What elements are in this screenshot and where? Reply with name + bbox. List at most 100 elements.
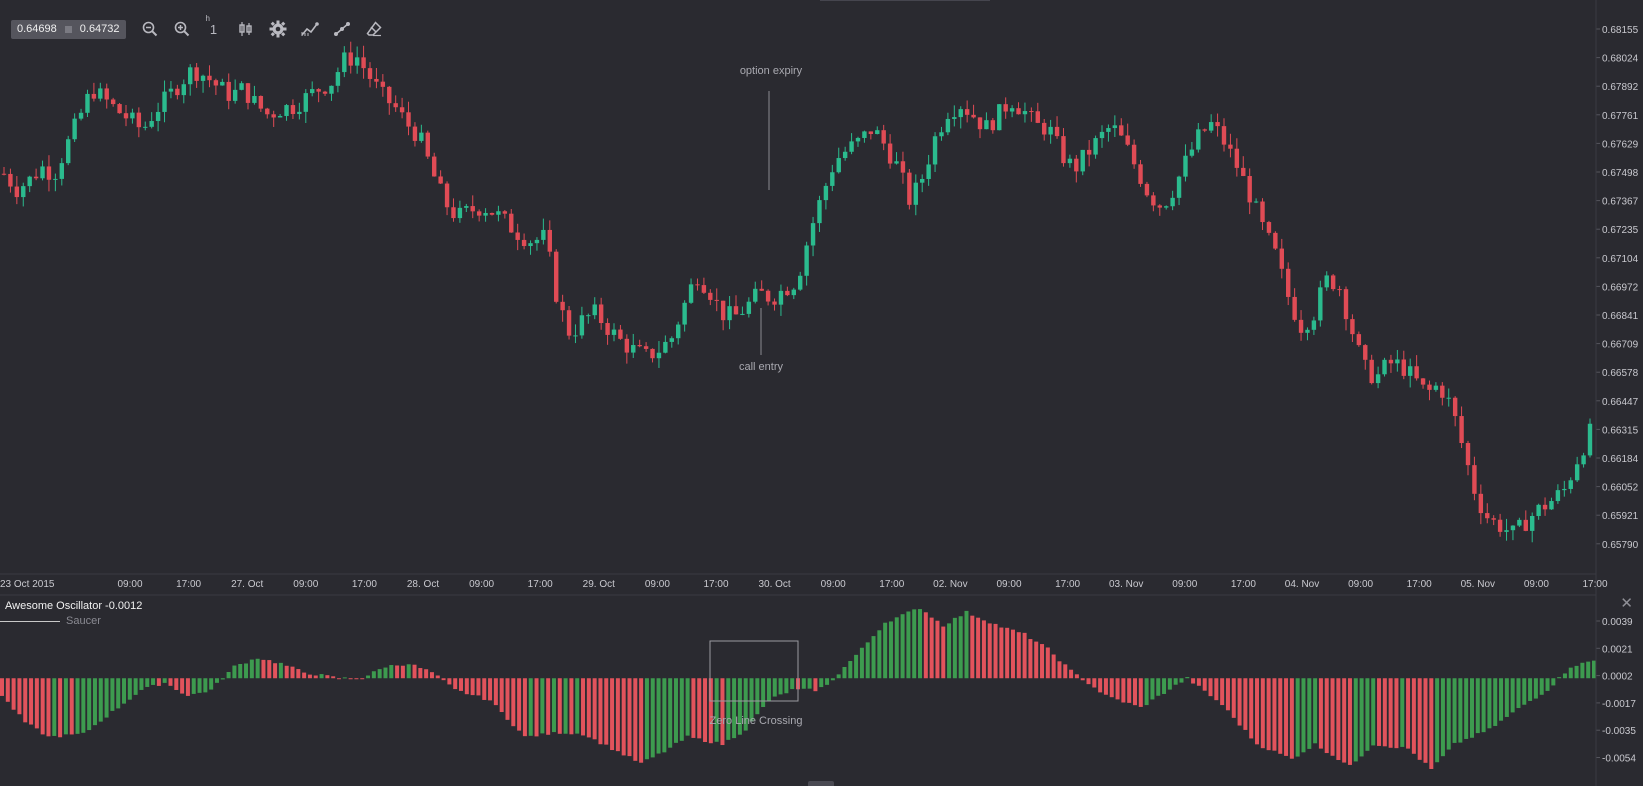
- candle-body: [894, 161, 899, 164]
- candle-body: [521, 239, 527, 247]
- oscillator-bar: [1167, 678, 1172, 690]
- oscillator-bar: [708, 678, 713, 744]
- oscillator-bar: [1103, 678, 1108, 695]
- saucer-legend-label: Saucer: [66, 615, 101, 627]
- candle-body: [1587, 423, 1593, 456]
- drawing-tools-button[interactable]: [326, 18, 358, 40]
- oscillator-bar: [1231, 678, 1236, 718]
- eraser-button[interactable]: [358, 18, 390, 40]
- oscillator-bar: [865, 642, 870, 679]
- oscillator-bar: [813, 678, 818, 692]
- oscillator-bar: [360, 678, 365, 680]
- settings-button[interactable]: [262, 18, 294, 40]
- candle-body: [1497, 519, 1503, 532]
- oscillator-bar: [185, 678, 190, 696]
- oscillator-bar: [981, 620, 986, 679]
- candle-body: [98, 88, 103, 99]
- oscillator-bar: [1057, 661, 1062, 679]
- chart-type-button[interactable]: [230, 18, 262, 40]
- zoom-out-button[interactable]: [134, 18, 166, 40]
- oscillator-bar: [1074, 674, 1079, 679]
- candle-body: [1363, 345, 1368, 360]
- oscillator-bar: [406, 664, 411, 679]
- oscillator-bar: [87, 678, 92, 731]
- oscillator-bar: [697, 678, 702, 739]
- oscillator-bar: [1272, 678, 1277, 751]
- time-tick-label: 17:00: [1582, 579, 1607, 590]
- oscillator-bar: [859, 647, 864, 679]
- oscillator-bar: [1214, 678, 1219, 701]
- panel-resize-handle[interactable]: [808, 781, 834, 786]
- oscillator-bar: [528, 678, 533, 736]
- oscillator-bar: [1243, 678, 1248, 730]
- eraser-icon: [366, 21, 382, 37]
- interval-value: 1: [209, 21, 218, 37]
- oscillator-tick-label: 0.0021: [1602, 644, 1633, 655]
- candle-body: [175, 88, 180, 96]
- candle-body: [1074, 158, 1079, 172]
- oscillator-bar: [488, 678, 493, 701]
- candle-body: [945, 118, 951, 133]
- candle-body: [1330, 275, 1336, 290]
- oscillator-bar: [1464, 678, 1469, 739]
- candle-body: [759, 288, 764, 291]
- oscillator-bar: [1010, 629, 1015, 679]
- candle-body: [322, 91, 328, 94]
- oscillator-bar: [40, 678, 45, 735]
- oscillator-bar: [610, 678, 615, 751]
- time-tick-label: 05. Nov: [1461, 579, 1495, 590]
- oscillator-bar: [418, 668, 423, 679]
- oscillator-bar: [1429, 678, 1434, 769]
- candle-body: [1472, 465, 1477, 494]
- candle-body: [541, 229, 546, 240]
- candle-body: [810, 223, 816, 246]
- oscillator-bar: [848, 661, 853, 679]
- oscillator-bar: [145, 678, 150, 687]
- candle-body: [1106, 128, 1111, 132]
- bid-ask-box: 0.64698 0.64732: [11, 19, 126, 39]
- oscillator-bar: [133, 678, 138, 695]
- oscillator-bar: [58, 678, 63, 738]
- candle-body: [444, 183, 450, 208]
- price-tick-label: 0.66578: [1602, 368, 1639, 379]
- oscillator-tick-label: -0.0017: [1602, 699, 1636, 710]
- oscillator-bar: [1539, 678, 1544, 695]
- candle-body: [1337, 289, 1342, 291]
- close-oscillator-button[interactable]: ✕: [1620, 594, 1633, 612]
- price-tick-label: 0.67367: [1602, 197, 1639, 208]
- oscillator-bar: [650, 678, 655, 758]
- candle-body: [412, 126, 418, 141]
- price-tick-label: 0.68024: [1602, 54, 1639, 65]
- oscillator-bar: [1092, 678, 1097, 688]
- candle-body: [1196, 129, 1201, 150]
- candle-body: [1241, 167, 1246, 177]
- candle-body: [1170, 197, 1175, 207]
- oscillator-bar: [313, 675, 318, 679]
- oscillator-bar: [1289, 678, 1294, 759]
- oscillator-bar: [691, 678, 696, 738]
- oscillator-bar: [749, 678, 754, 722]
- candle-body: [1202, 129, 1207, 131]
- oscillator-bar: [685, 678, 690, 736]
- annotations-layer: option expiry call entry Zero Line Crossin…: [709, 65, 803, 727]
- oscillator-bar: [894, 617, 899, 679]
- indicators-button[interactable]: [294, 18, 326, 40]
- oscillator-bar: [1249, 678, 1254, 739]
- candle-body: [476, 211, 482, 216]
- oscillator-bar: [302, 672, 307, 679]
- oscillator-bar: [296, 669, 301, 679]
- oscillator-bar: [1551, 678, 1556, 686]
- oscillator-bar: [249, 659, 254, 679]
- zoom-in-button[interactable]: [166, 18, 198, 40]
- candle-body: [624, 338, 630, 353]
- oscillator-bar: [162, 678, 167, 683]
- oscillator-bar: [116, 678, 121, 709]
- oscillator-bar: [92, 678, 97, 726]
- oscillator-bar: [122, 678, 127, 704]
- candle-body: [1221, 126, 1227, 145]
- candle-body: [303, 93, 308, 112]
- oscillator-bar: [987, 623, 992, 679]
- oscillator-bar: [633, 678, 638, 761]
